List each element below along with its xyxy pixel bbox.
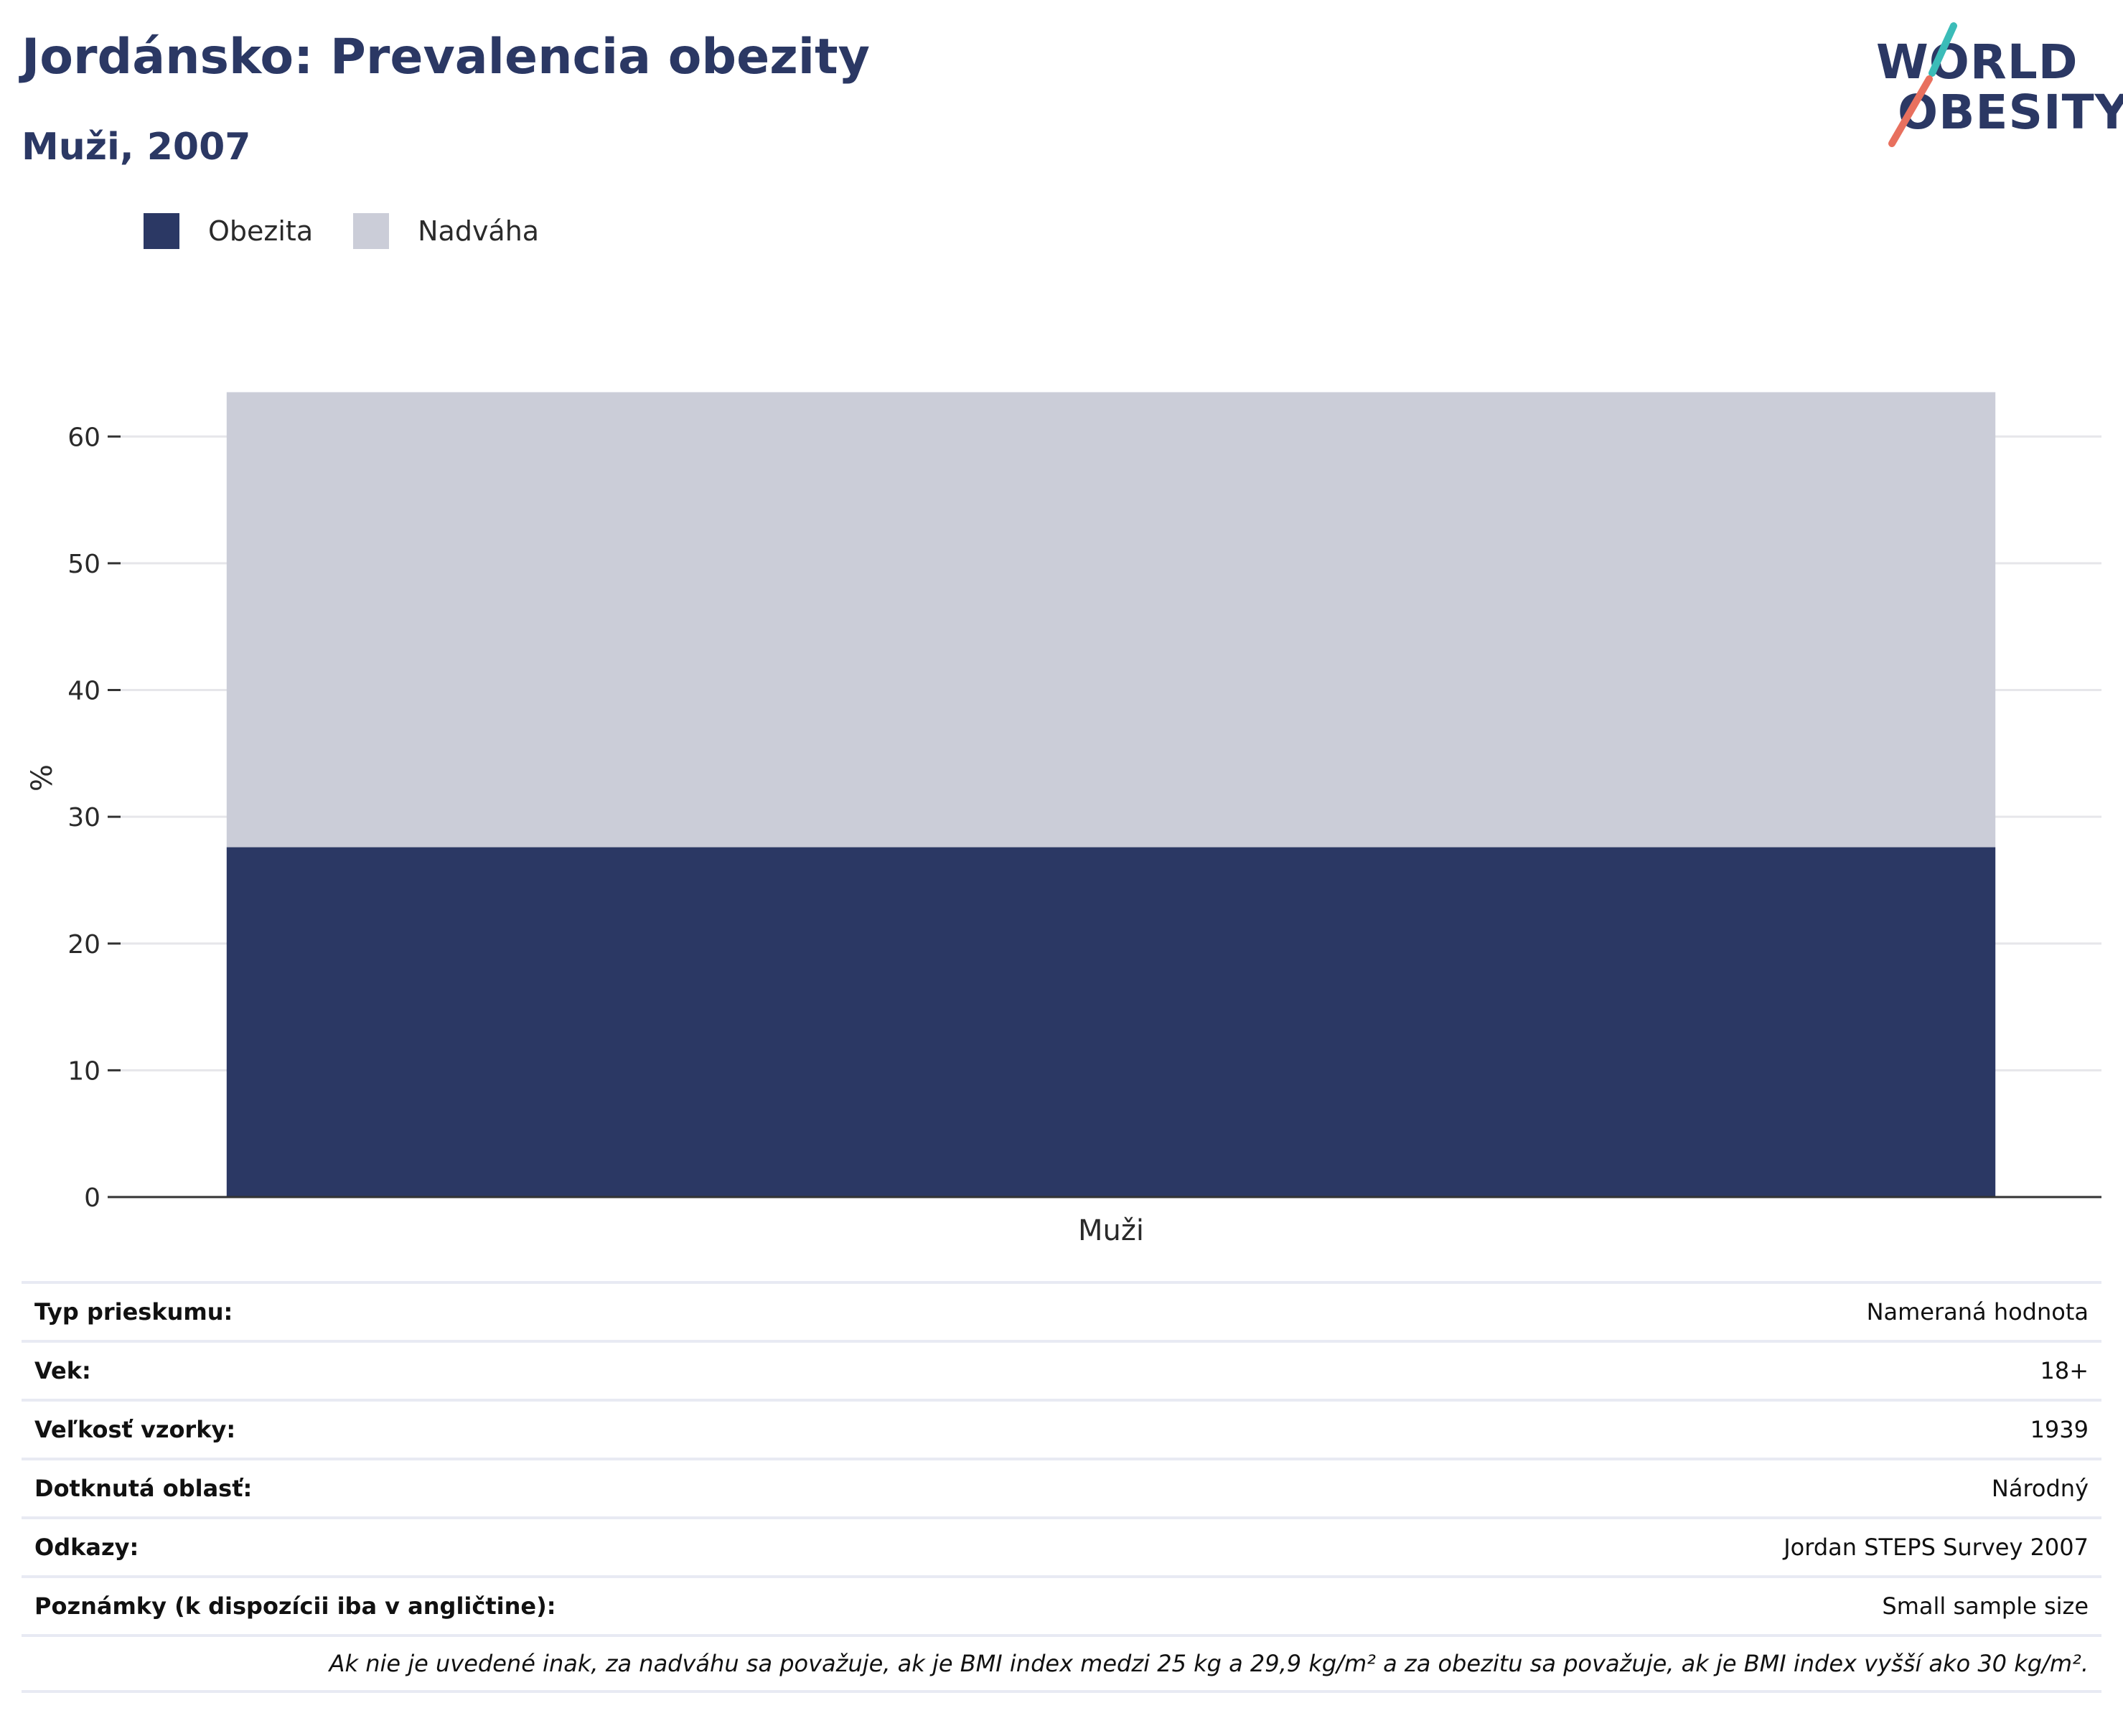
stacked-bar-chart: 0 10 20 30 40 50 60 Muži% <box>26 392 2101 1247</box>
y-tick-label: 30 <box>67 803 100 832</box>
table-row: Veľkosť vzorky: 1939 <box>22 1399 2101 1458</box>
bar-obesity <box>226 847 1996 1197</box>
legend-label-obesity: Obezita <box>208 215 314 247</box>
y-tick-label: 40 <box>67 677 100 706</box>
legend-label-overweight: Nadváha <box>418 215 540 247</box>
row-value: Small sample size <box>1882 1592 2089 1620</box>
logo-text-world: WORLD <box>1876 34 2079 90</box>
row-value: 1939 <box>2030 1416 2089 1443</box>
row-value: Nameraná hodnota <box>1866 1298 2089 1326</box>
bmi-definition-note: Ak nie je uvedené inak, za nadváhu sa po… <box>22 1634 2101 1693</box>
y-tick-label: 60 <box>67 423 100 452</box>
legend-swatch-overweight <box>353 213 390 249</box>
row-label: Poznámky (k dispozícii iba v angličtine)… <box>34 1592 556 1620</box>
legend-swatch-obesity <box>144 213 179 249</box>
row-label: Veľkosť vzorky: <box>34 1416 236 1443</box>
row-label: Typ prieskumu: <box>34 1298 233 1326</box>
row-value: Národný <box>1991 1475 2089 1502</box>
row-label: Odkazy: <box>34 1534 139 1561</box>
logo-slash-icon <box>1888 22 1957 147</box>
y-tick-label: 20 <box>67 930 100 960</box>
bar-overweight <box>226 392 1996 848</box>
y-tick-label: 10 <box>67 1056 100 1086</box>
x-category-label: Muži <box>1078 1214 1144 1247</box>
table-row: Poznámky (k dispozícii iba v angličtine)… <box>22 1575 2101 1634</box>
y-tick-label: 50 <box>67 550 100 579</box>
row-value: 18+ <box>2040 1357 2089 1384</box>
world-obesity-logo: WORLD OBESITY <box>1866 22 2123 151</box>
legend-item-obesity[interactable]: Obezita <box>144 213 313 249</box>
table-row: Vek: 18+ <box>22 1340 2101 1399</box>
survey-info-table: Typ prieskumu: Nameraná hodnota Vek: 18+… <box>22 1281 2101 1693</box>
logo-text-obesity: OBESITY <box>1898 85 2123 140</box>
y-axis-title: % <box>26 764 59 792</box>
chart-legend: Obezita Nadváha <box>144 212 579 250</box>
table-row: Dotknutá oblasť: Národný <box>22 1458 2101 1516</box>
y-tick-label: 0 <box>84 1183 100 1213</box>
table-row: Odkazy: Jordan STEPS Survey 2007 <box>22 1516 2101 1575</box>
table-row: Typ prieskumu: Nameraná hodnota <box>22 1281 2101 1340</box>
row-value: Jordan STEPS Survey 2007 <box>1784 1534 2089 1561</box>
legend-item-overweight[interactable]: Nadváha <box>353 213 539 249</box>
row-label: Vek: <box>34 1357 91 1384</box>
page-title: Jordánsko: Prevalencia obezity <box>22 29 870 85</box>
row-label: Dotknutá oblasť: <box>34 1475 253 1502</box>
page-subtitle: Muži, 2007 <box>22 126 251 169</box>
